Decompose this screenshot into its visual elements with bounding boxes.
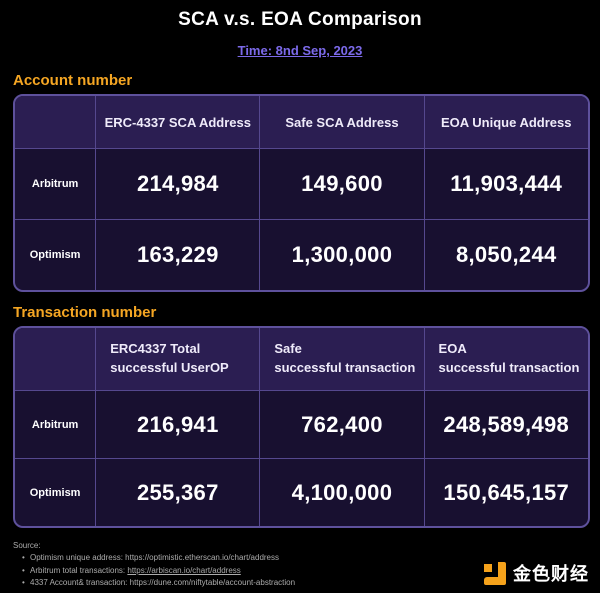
column-header-label: Safe successful transaction bbox=[274, 341, 416, 375]
column-header-label: Safe SCA Address bbox=[285, 114, 399, 130]
cell-value: 255,367 bbox=[136, 479, 219, 505]
corner-cell bbox=[15, 96, 95, 148]
column-header: Safe SCA Address bbox=[259, 96, 423, 148]
cell-value: 8,050,244 bbox=[455, 242, 557, 267]
column-header: ERC-4337 SCA Address bbox=[95, 96, 259, 148]
source-item-text: Arbitrum total transactions: bbox=[30, 565, 128, 575]
source-item: • 4337 Account& transaction: https://dune… bbox=[13, 577, 587, 589]
jinse-finance-logo: 金色财经 bbox=[484, 560, 589, 586]
table-header-row: ERC4337 Total successful UserOP Safe suc… bbox=[15, 328, 588, 390]
row-header-cell: Arbitrum bbox=[15, 391, 95, 458]
column-header: Safe successful transaction bbox=[259, 328, 423, 390]
account-number-table: ERC-4337 SCA Address Safe SCA Address EO… bbox=[13, 94, 590, 292]
table-row: Arbitrum 214,984 149,600 11,903,444 bbox=[15, 148, 588, 219]
cell-value: 248,589,498 bbox=[443, 411, 570, 437]
column-header-label: ERC4337 Total successful UserOP bbox=[110, 341, 229, 375]
section-heading-transaction-number: Transaction number bbox=[13, 304, 157, 321]
column-header: EOA Unique Address bbox=[423, 96, 588, 148]
value-cell: 4,100,000 bbox=[259, 459, 423, 526]
source-item-url: https://optimistic.etherscan.io/chart/ad… bbox=[125, 553, 280, 563]
value-cell: 1,300,000 bbox=[259, 220, 423, 290]
row-label: Optimism bbox=[29, 249, 81, 261]
transaction-number-table: ERC4337 Total successful UserOP Safe suc… bbox=[13, 326, 590, 528]
bullet-icon: • bbox=[22, 565, 25, 575]
source-item: • Optimism unique address: https://optimi… bbox=[13, 552, 587, 564]
table-row: Optimism 255,367 4,100,000 150,645,157 bbox=[15, 458, 588, 526]
bullet-icon: • bbox=[22, 553, 25, 563]
page-title: SCA v.s. EOA Comparison bbox=[178, 9, 422, 30]
jinse-finance-logo-text: 金色财经 bbox=[513, 564, 589, 584]
value-cell: 11,903,444 bbox=[423, 149, 588, 219]
row-label: Arbitrum bbox=[31, 418, 79, 431]
row-header-cell: Optimism bbox=[15, 220, 95, 290]
value-cell: 163,229 bbox=[95, 220, 259, 290]
cell-value: 163,229 bbox=[136, 242, 219, 267]
source-item-link[interactable]: https://arbiscan.io/chart/address bbox=[127, 565, 241, 575]
cell-value: 762,400 bbox=[301, 411, 383, 437]
column-header-label: EOA successful transaction bbox=[438, 341, 580, 375]
corner-cell bbox=[15, 328, 95, 390]
cell-value: 150,645,157 bbox=[443, 479, 570, 505]
value-cell: 255,367 bbox=[95, 459, 259, 526]
source-item: • Arbitrum total transactions: https://ar… bbox=[13, 565, 587, 577]
source-label: Source: bbox=[13, 541, 41, 550]
column-header: ERC4337 Total successful UserOP bbox=[95, 328, 259, 390]
section-heading-account-number: Account number bbox=[13, 72, 133, 89]
value-cell: 8,050,244 bbox=[423, 220, 588, 290]
cell-value: 149,600 bbox=[301, 171, 383, 196]
column-header-label: ERC-4337 SCA Address bbox=[104, 114, 251, 130]
value-cell: 149,600 bbox=[259, 149, 423, 219]
value-cell: 762,400 bbox=[259, 391, 423, 458]
value-cell: 214,984 bbox=[95, 149, 259, 219]
source-item-url: https://dune.com/niftytable/account-abst… bbox=[129, 578, 296, 588]
jinse-finance-logo-icon bbox=[484, 561, 506, 585]
row-header-cell: Arbitrum bbox=[15, 149, 95, 219]
cell-value: 1,300,000 bbox=[291, 242, 393, 267]
table-row: Optimism 163,229 1,300,000 8,050,244 bbox=[15, 219, 588, 290]
source-item-text: Optimism unique address: bbox=[30, 553, 126, 563]
column-header-label: EOA Unique Address bbox=[440, 114, 572, 130]
source-item-text: 4337 Account& transaction: bbox=[30, 578, 130, 588]
cell-value: 4,100,000 bbox=[291, 479, 393, 505]
row-header-cell: Optimism bbox=[15, 459, 95, 526]
column-header: EOA successful transaction bbox=[423, 328, 588, 390]
row-label: Optimism bbox=[29, 486, 81, 499]
bullet-icon: • bbox=[22, 578, 25, 588]
value-cell: 150,645,157 bbox=[423, 459, 588, 526]
time-row: Time: 8nd Sep, 2023 bbox=[0, 42, 600, 58]
table-row: Arbitrum 216,941 762,400 248,589,498 bbox=[15, 390, 588, 458]
table-header-row: ERC-4337 SCA Address Safe SCA Address EO… bbox=[15, 96, 588, 148]
cell-value: 216,941 bbox=[136, 411, 219, 437]
source-block: Source: • Optimism unique address: https:… bbox=[13, 540, 587, 590]
time-link[interactable]: Time: 8nd Sep, 2023 bbox=[237, 43, 363, 58]
row-label: Arbitrum bbox=[31, 178, 79, 190]
cell-value: 214,984 bbox=[136, 171, 219, 196]
cell-value: 11,903,444 bbox=[450, 171, 563, 196]
value-cell: 216,941 bbox=[95, 391, 259, 458]
value-cell: 248,589,498 bbox=[423, 391, 588, 458]
